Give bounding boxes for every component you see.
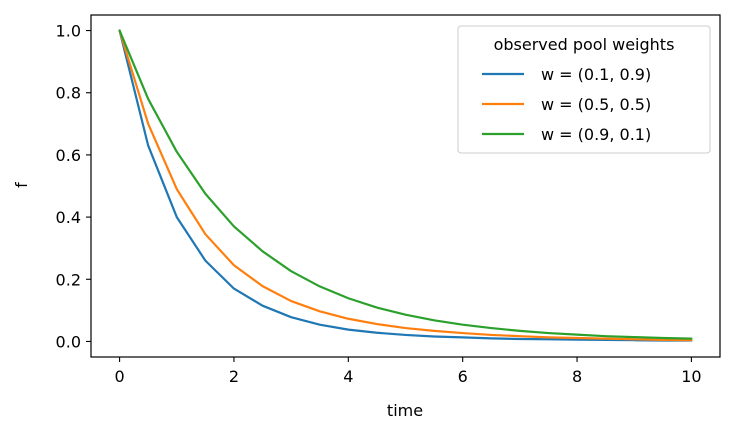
x-tick-label: 4: [343, 367, 353, 386]
y-axis-label: f: [12, 182, 31, 188]
x-axis-label: time: [387, 401, 423, 420]
legend-label-2: w = (0.5, 0.5): [541, 95, 651, 114]
legend-title: observed pool weights: [494, 35, 675, 54]
plot-area: [118, 29, 693, 342]
x-tick-label: 10: [681, 367, 701, 386]
axes-frame: [90, 14, 721, 358]
y-tick-label: 0.4: [56, 208, 81, 227]
axes: 0 2 4 6 8 10 0.0 0.2 0.4 0.6 0.8 1.0: [56, 14, 721, 386]
legend-label-1: w = (0.1, 0.9): [541, 65, 651, 84]
series-line-3: [118, 29, 693, 340]
y-tick-label: 0.6: [56, 146, 81, 165]
legend-box: [457, 25, 711, 154]
y-tick-label: 1.0: [56, 22, 81, 41]
y-tick-label: 0.0: [56, 332, 81, 351]
y-tick-label: 0.2: [56, 270, 81, 289]
series-line-2: [118, 29, 693, 342]
x-tick-label: 2: [229, 367, 239, 386]
series-line-1: [118, 29, 693, 342]
x-tick-label: 6: [458, 367, 468, 386]
x-tick-label: 0: [114, 367, 124, 386]
y-tick-label: 0.8: [56, 84, 81, 103]
legend: observed pool weights w = (0.1, 0.9) w = (…: [457, 25, 711, 154]
legend-label-3: w = (0.9, 0.1): [541, 125, 651, 144]
x-tick-label: 8: [572, 367, 582, 386]
